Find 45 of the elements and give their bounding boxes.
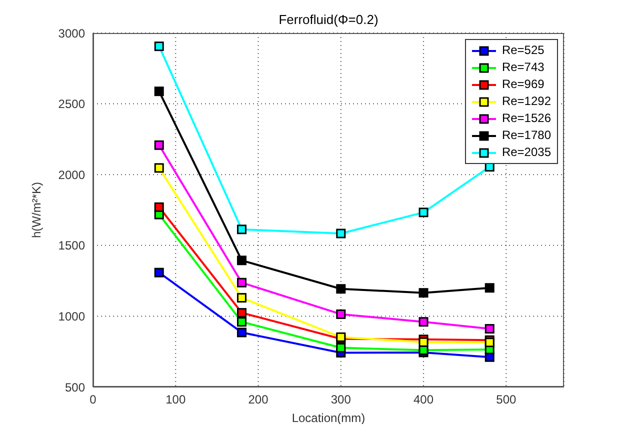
point — [236, 224, 246, 234]
y-axis-title: h(W/m²*K) — [29, 182, 44, 238]
point — [154, 86, 164, 96]
chart-title: Ferrofluid(Φ=0.2) — [278, 12, 380, 27]
legend-label: Re=1292 — [502, 93, 551, 110]
point — [418, 288, 428, 298]
point — [154, 202, 164, 212]
legend-label: Re=525 — [502, 42, 544, 59]
point — [154, 268, 164, 278]
point — [236, 317, 246, 327]
point — [336, 228, 346, 238]
x-tick-label: 100 — [166, 392, 186, 407]
point — [336, 309, 346, 319]
point — [154, 140, 164, 150]
point — [154, 42, 164, 52]
x-tick-label: 500 — [496, 392, 516, 407]
y-tick-label: 2000 — [58, 168, 86, 182]
y-tick-label: 2500 — [58, 97, 86, 112]
legend-label: Re=2035 — [502, 144, 551, 161]
point — [236, 278, 246, 288]
legend-label: Re=1780 — [502, 127, 551, 144]
legend-label: Re=743 — [502, 59, 544, 76]
x-tick-label: 400 — [414, 392, 434, 407]
point — [336, 343, 346, 353]
point — [154, 163, 164, 173]
point — [418, 337, 428, 347]
x-tick-label: 200 — [248, 392, 269, 407]
point — [418, 208, 428, 218]
point — [336, 284, 346, 294]
legend-label: Re=1526 — [502, 110, 551, 127]
point — [236, 308, 246, 318]
y-tick-label: 1500 — [58, 238, 86, 253]
point — [236, 328, 246, 338]
point — [484, 283, 494, 293]
x-tick-label: 300 — [330, 392, 352, 407]
x-tick-label: 0 — [90, 392, 97, 407]
point — [236, 256, 246, 266]
point — [418, 317, 428, 327]
legend-label: Re=969 — [502, 76, 544, 93]
y-tick-label: 500 — [64, 380, 86, 394]
y-tick-label: 3000 — [58, 26, 86, 40]
point — [236, 293, 246, 303]
point — [484, 324, 494, 334]
point — [484, 338, 494, 348]
y-tick-label: 1000 — [58, 309, 86, 324]
